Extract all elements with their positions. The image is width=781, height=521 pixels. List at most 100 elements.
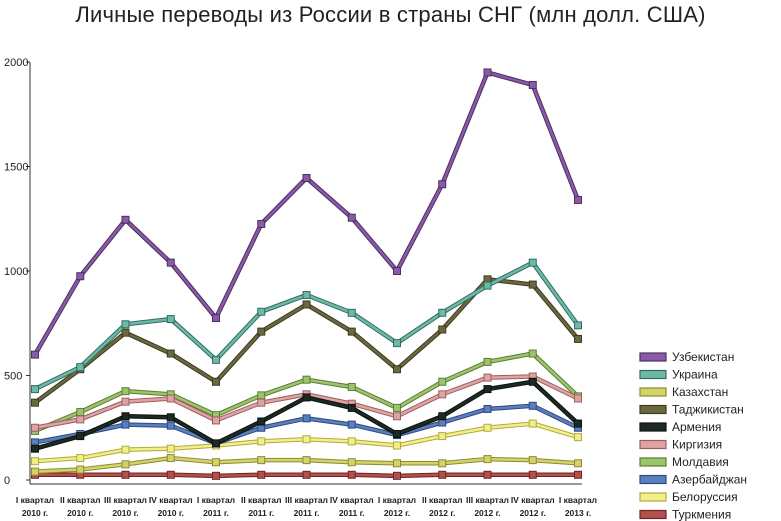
data-point [121, 387, 130, 396]
legend-item: Киргизия [639, 438, 722, 452]
legend-swatch [639, 474, 667, 485]
data-point [212, 458, 220, 467]
data-point [483, 281, 492, 290]
legend-item: Украина [639, 368, 718, 382]
data-point [574, 459, 582, 468]
legend-item: Молдавия [639, 455, 729, 469]
legend-item: Узбекистан [639, 350, 734, 364]
data-point [438, 180, 447, 189]
chart-legend: Узбекистан Украина Казахстан Таджикистан Арм… [639, 350, 747, 521]
data-point [302, 375, 311, 384]
data-point [528, 377, 537, 386]
legend-label: Узбекистан [672, 350, 734, 364]
series-10 [31, 470, 582, 480]
data-point [121, 460, 130, 469]
data-point [257, 470, 266, 479]
data-point [528, 401, 537, 410]
data-point [31, 385, 39, 394]
data-point [438, 308, 447, 317]
x-tick-label: 2010 г. [158, 508, 184, 518]
x-tick-label: 2011 г. [294, 508, 320, 518]
x-tick-label: II квартал [60, 495, 101, 505]
x-tick-label: 2013 г. [565, 508, 591, 518]
legend-swatch [639, 492, 667, 502]
data-point [302, 291, 311, 300]
legend-swatch [639, 509, 667, 520]
data-point [76, 272, 85, 281]
data-point [257, 219, 266, 228]
x-tick-label: 2010 г. [67, 508, 93, 518]
x-tick-label: III квартал [104, 495, 147, 505]
x-tick-label: I квартал [559, 495, 597, 505]
data-point [574, 470, 582, 479]
y-axis-labels: 0 500 1000 1500 2000 [4, 57, 30, 487]
legend-swatch [639, 439, 667, 450]
y-tick-label: 1500 [4, 162, 28, 174]
data-point [574, 195, 582, 204]
data-point [121, 328, 130, 337]
legend-label: Таджикистан [672, 403, 744, 417]
data-point [438, 377, 447, 386]
data-point [302, 173, 311, 182]
data-point [76, 408, 85, 417]
legend-swatch [639, 404, 667, 415]
y-tick-label: 2000 [4, 57, 28, 69]
data-point [31, 444, 39, 453]
data-point [257, 437, 266, 446]
data-point [166, 421, 175, 430]
legend-swatch [639, 387, 667, 397]
data-point [438, 412, 447, 421]
data-point [438, 459, 447, 468]
chart-series [31, 68, 582, 480]
x-tick-label: II квартал [422, 495, 463, 505]
data-point [347, 437, 356, 446]
data-point [166, 413, 175, 422]
data-point [483, 455, 492, 464]
series-7 [31, 349, 582, 435]
data-point [302, 470, 311, 479]
data-point [166, 454, 175, 463]
data-point [121, 420, 130, 429]
data-point [302, 393, 311, 402]
data-point [121, 412, 130, 421]
legend-label: Молдавия [672, 455, 729, 469]
series-line-outline [33, 70, 581, 356]
legend-label: Армения [672, 420, 721, 434]
x-tick-label: 2011 г. [203, 508, 229, 518]
data-point [347, 382, 356, 391]
legend-swatch [639, 422, 667, 432]
legend-item: Туркмения [639, 508, 731, 521]
x-tick-label: III квартал [285, 495, 328, 505]
data-point [574, 321, 582, 330]
data-point [393, 441, 401, 450]
data-point [121, 445, 130, 454]
data-point [76, 454, 85, 463]
legend-item: Казахстан [639, 385, 728, 399]
data-point [347, 403, 356, 412]
data-point [438, 325, 447, 334]
x-tick-label: I квартал [197, 495, 235, 505]
data-point [347, 458, 356, 467]
series-2 [31, 258, 582, 394]
data-point [483, 404, 492, 413]
legend-swatch [639, 369, 667, 380]
data-point [347, 470, 356, 479]
data-point [528, 456, 537, 465]
data-point [574, 394, 582, 403]
data-point [31, 457, 39, 466]
data-point [257, 417, 266, 426]
data-point [347, 308, 356, 317]
data-point [528, 280, 537, 289]
series-1 [31, 68, 582, 359]
chart-axes [29, 62, 582, 485]
x-tick-label: 2010 г. [22, 508, 48, 518]
data-point [393, 365, 401, 374]
x-tick-label: 2012 г. [429, 508, 455, 518]
x-tick-label: I квартал [16, 495, 54, 505]
chart-title: Личные переводы из России в страны СНГ (… [75, 2, 706, 27]
data-point [483, 470, 492, 479]
data-point [257, 391, 266, 400]
data-point [76, 363, 85, 372]
legend-item: Азербайджан [639, 473, 747, 487]
x-tick-label: 2012 г. [474, 508, 500, 518]
